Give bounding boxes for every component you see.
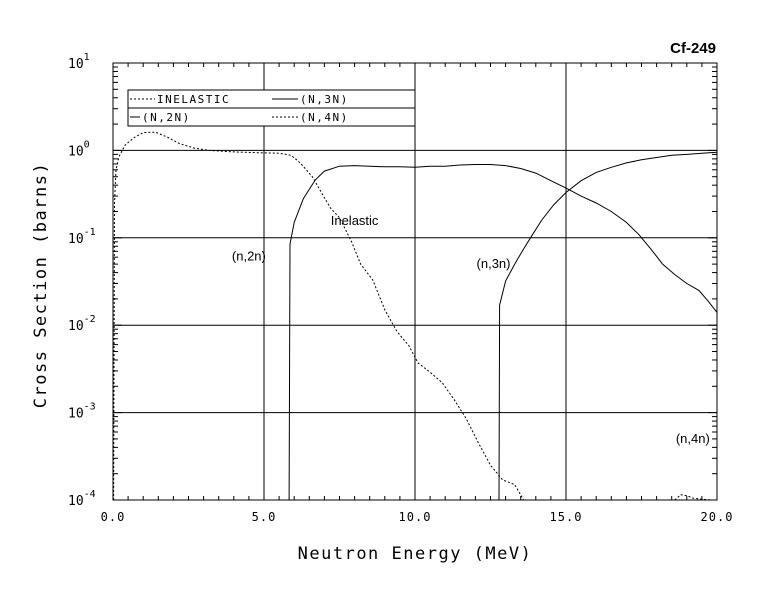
x-axis-label: Neutron Energy (MeV): [298, 544, 533, 564]
x-tick-labels: 0.0 5.0 10.0 15.0 20.0: [101, 510, 734, 524]
x-tick-label: 15.0: [550, 510, 583, 524]
y-tick-label: 10-4: [68, 489, 96, 509]
y-tick-label: 100: [68, 139, 90, 159]
x-tick-label: 10.0: [399, 510, 432, 524]
y-axis-label: Cross Section (barns): [31, 162, 51, 408]
y-tick-label: 101: [68, 52, 90, 72]
series-layer: [113, 131, 717, 500]
annotation-inelastic: Inelastic: [331, 213, 379, 228]
tick-marks: [112, 62, 718, 501]
annotation-n-3n: (n,3n): [477, 256, 511, 271]
y-tick-label: 10-1: [68, 227, 96, 247]
legend-label: (N,2N): [142, 111, 191, 124]
legend-label: INELASTIC: [157, 93, 230, 106]
y-tick-label: 10-3: [68, 402, 96, 422]
annotation-n-4n: (n,4n): [676, 431, 710, 446]
annotation-n-2n: (n,2n): [232, 248, 266, 263]
y-tick-labels: 101 100 10-1 10-2 10-3 10-4: [68, 52, 96, 509]
series-line-n-3n: [498, 151, 717, 500]
series-line-n-4n: [674, 494, 717, 500]
x-tick-label: 5.0: [252, 510, 277, 524]
chart-title: Cf-249: [670, 40, 716, 57]
y-tick-label: 10-2: [68, 314, 96, 334]
legend-label: (N,3N): [300, 93, 349, 106]
legend: INELASTIC (N,2N) (N,3N) (N,4N): [127, 89, 416, 127]
annotations: Inelastic (n,2n) (n,3n) (n,4n): [232, 213, 710, 446]
grid: [113, 63, 717, 500]
x-tick-label: 0.0: [101, 510, 126, 524]
series-line-n-2n: [288, 164, 717, 500]
x-tick-label: 20.0: [701, 510, 734, 524]
series-line-inelastic: [113, 131, 525, 500]
legend-label: (N,4N): [300, 111, 349, 124]
